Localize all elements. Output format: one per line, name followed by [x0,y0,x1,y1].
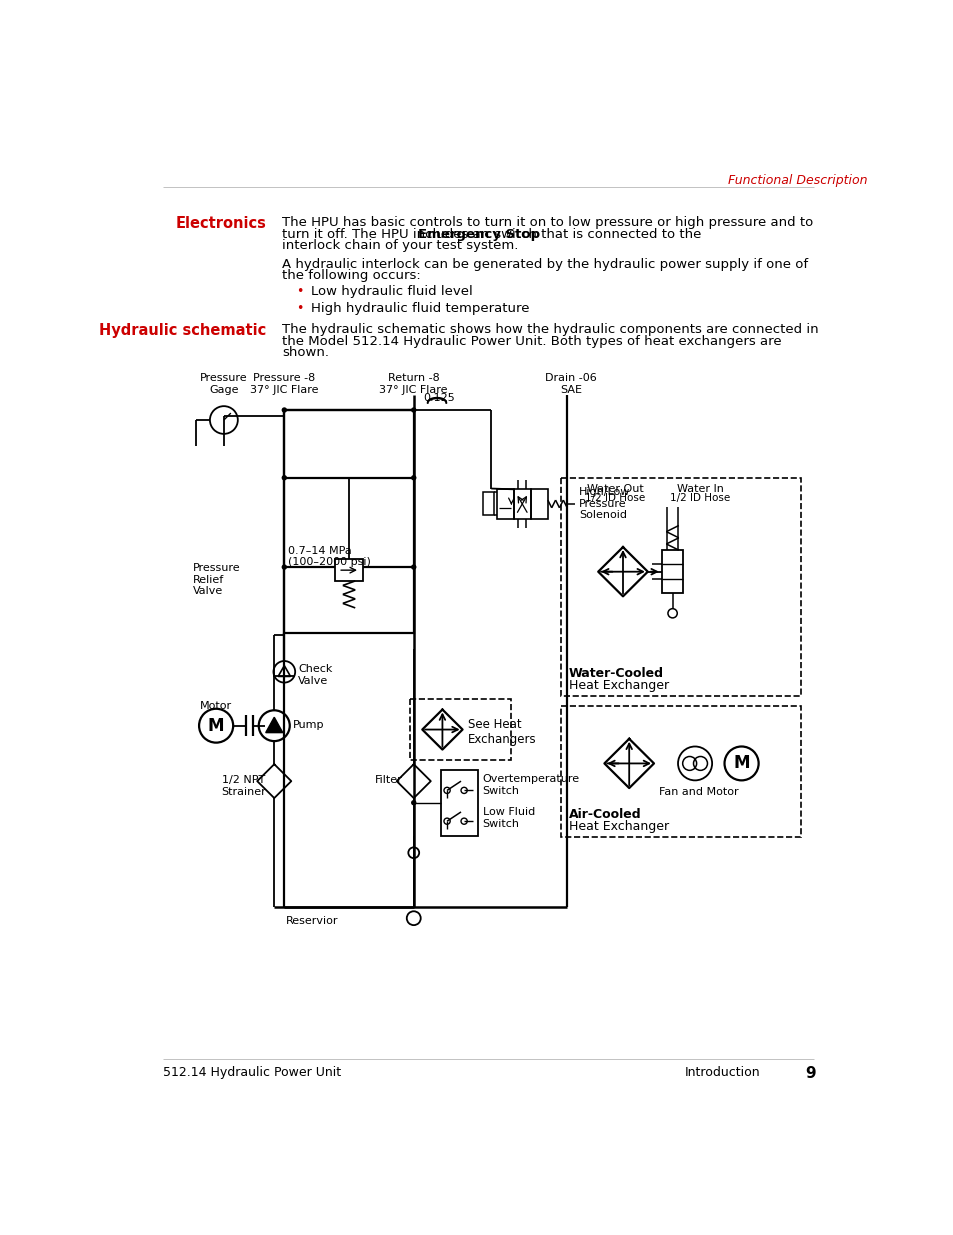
Text: Water-Cooled: Water-Cooled [568,667,663,680]
Circle shape [408,847,418,858]
Text: Functional Description: Functional Description [727,174,866,186]
Text: 0.125: 0.125 [422,393,455,403]
Text: Water In: Water In [677,484,723,494]
Text: Return -8
37° JIC Flare: Return -8 37° JIC Flare [379,373,448,395]
Bar [560,705,801,837]
Text: M: M [208,716,224,735]
Text: •: • [295,285,303,299]
Text: Reservior: Reservior [286,916,338,926]
Text: A hydraulic interlock can be generated by the hydraulic power supply if one of: A hydraulic interlock can be generated b… [282,258,807,270]
Text: Filter: Filter [375,776,402,785]
Bar [482,493,493,515]
Text: •: • [295,303,303,315]
Text: Low Fluid
Switch: Low Fluid Switch [482,808,535,829]
Bar [661,550,682,593]
Circle shape [443,787,450,793]
Text: Pump: Pump [293,720,324,730]
Text: See Heat
Exchangers: See Heat Exchangers [468,718,536,746]
Text: Fan and Motor: Fan and Motor [659,787,738,797]
Bar [284,410,414,634]
Text: Electronics: Electronics [175,216,266,231]
Text: Air-Cooled: Air-Cooled [568,808,640,821]
Text: The HPU has basic controls to turn it on to low pressure or high pressure and to: The HPU has basic controls to turn it on… [282,216,812,228]
Circle shape [274,661,294,683]
Polygon shape [266,718,282,732]
Circle shape [411,800,416,805]
Text: Pressure -8
37° JIC Flare: Pressure -8 37° JIC Flare [250,373,318,395]
Text: M: M [733,755,749,772]
Text: Emergency Stop: Emergency Stop [418,227,540,241]
Text: the following occurs:: the following occurs: [282,269,420,282]
Polygon shape [278,666,291,677]
Circle shape [281,408,287,412]
Text: Pressure
Gage: Pressure Gage [200,373,248,395]
Bar [513,489,530,519]
Text: the Model 512.14 Hydraulic Power Unit. Both types of heat exchangers are: the Model 512.14 Hydraulic Power Unit. B… [282,335,781,347]
Text: 1/2 NPT
Strainer: 1/2 NPT Strainer [221,776,266,797]
Circle shape [281,564,287,569]
Bar [530,489,547,519]
Bar [560,478,801,697]
Text: 512.14 Hydraulic Power Unit: 512.14 Hydraulic Power Unit [163,1066,341,1079]
Text: Water Out: Water Out [586,484,643,494]
Text: 0.7–14 MPa
(100–2000 psi): 0.7–14 MPa (100–2000 psi) [288,546,371,567]
Circle shape [411,475,416,480]
Text: High hydraulic fluid temperature: High hydraulic fluid temperature [311,303,530,315]
Text: Hydraulic schematic: Hydraulic schematic [99,324,266,338]
Bar [335,559,362,580]
Text: Low hydraulic fluid level: Low hydraulic fluid level [311,285,473,299]
Circle shape [210,406,237,433]
Text: Pressure
Relief
Valve: Pressure Relief Valve [193,563,240,597]
Text: 9: 9 [804,1066,815,1081]
Circle shape [460,787,467,793]
Circle shape [667,609,677,618]
Bar [440,771,477,836]
Text: interlock chain of your test system.: interlock chain of your test system. [282,240,517,252]
Circle shape [411,564,416,569]
Text: Drain -06
SAE: Drain -06 SAE [544,373,597,395]
Text: shown.: shown. [282,346,329,359]
Text: 1/2 ID Hose: 1/2 ID Hose [584,493,644,503]
Text: Overtemperature
Switch: Overtemperature Switch [482,774,579,795]
Bar [497,489,513,519]
Text: High/Low
Pressure
Solenoid: High/Low Pressure Solenoid [578,487,630,520]
Text: Motor: Motor [200,701,232,711]
Text: switch that is connected to the: switch that is connected to the [490,227,701,241]
Text: Introduction: Introduction [684,1066,760,1079]
Text: Check
Valve: Check Valve [298,664,333,685]
Text: 1/2 ID Hose: 1/2 ID Hose [670,493,730,503]
Bar [410,699,510,761]
Text: The hydraulic schematic shows how the hydraulic components are connected in: The hydraulic schematic shows how the hy… [282,324,818,336]
Circle shape [199,709,233,742]
Circle shape [406,911,420,925]
Circle shape [443,818,450,824]
Circle shape [678,746,711,781]
Circle shape [723,746,758,781]
Circle shape [411,408,416,412]
Circle shape [281,475,287,480]
Circle shape [258,710,290,741]
Text: Heat Exchanger: Heat Exchanger [568,820,668,834]
Text: turn it off. The HPU includes an: turn it off. The HPU includes an [282,227,493,241]
Circle shape [460,818,467,824]
Text: Heat Exchanger: Heat Exchanger [568,679,668,693]
